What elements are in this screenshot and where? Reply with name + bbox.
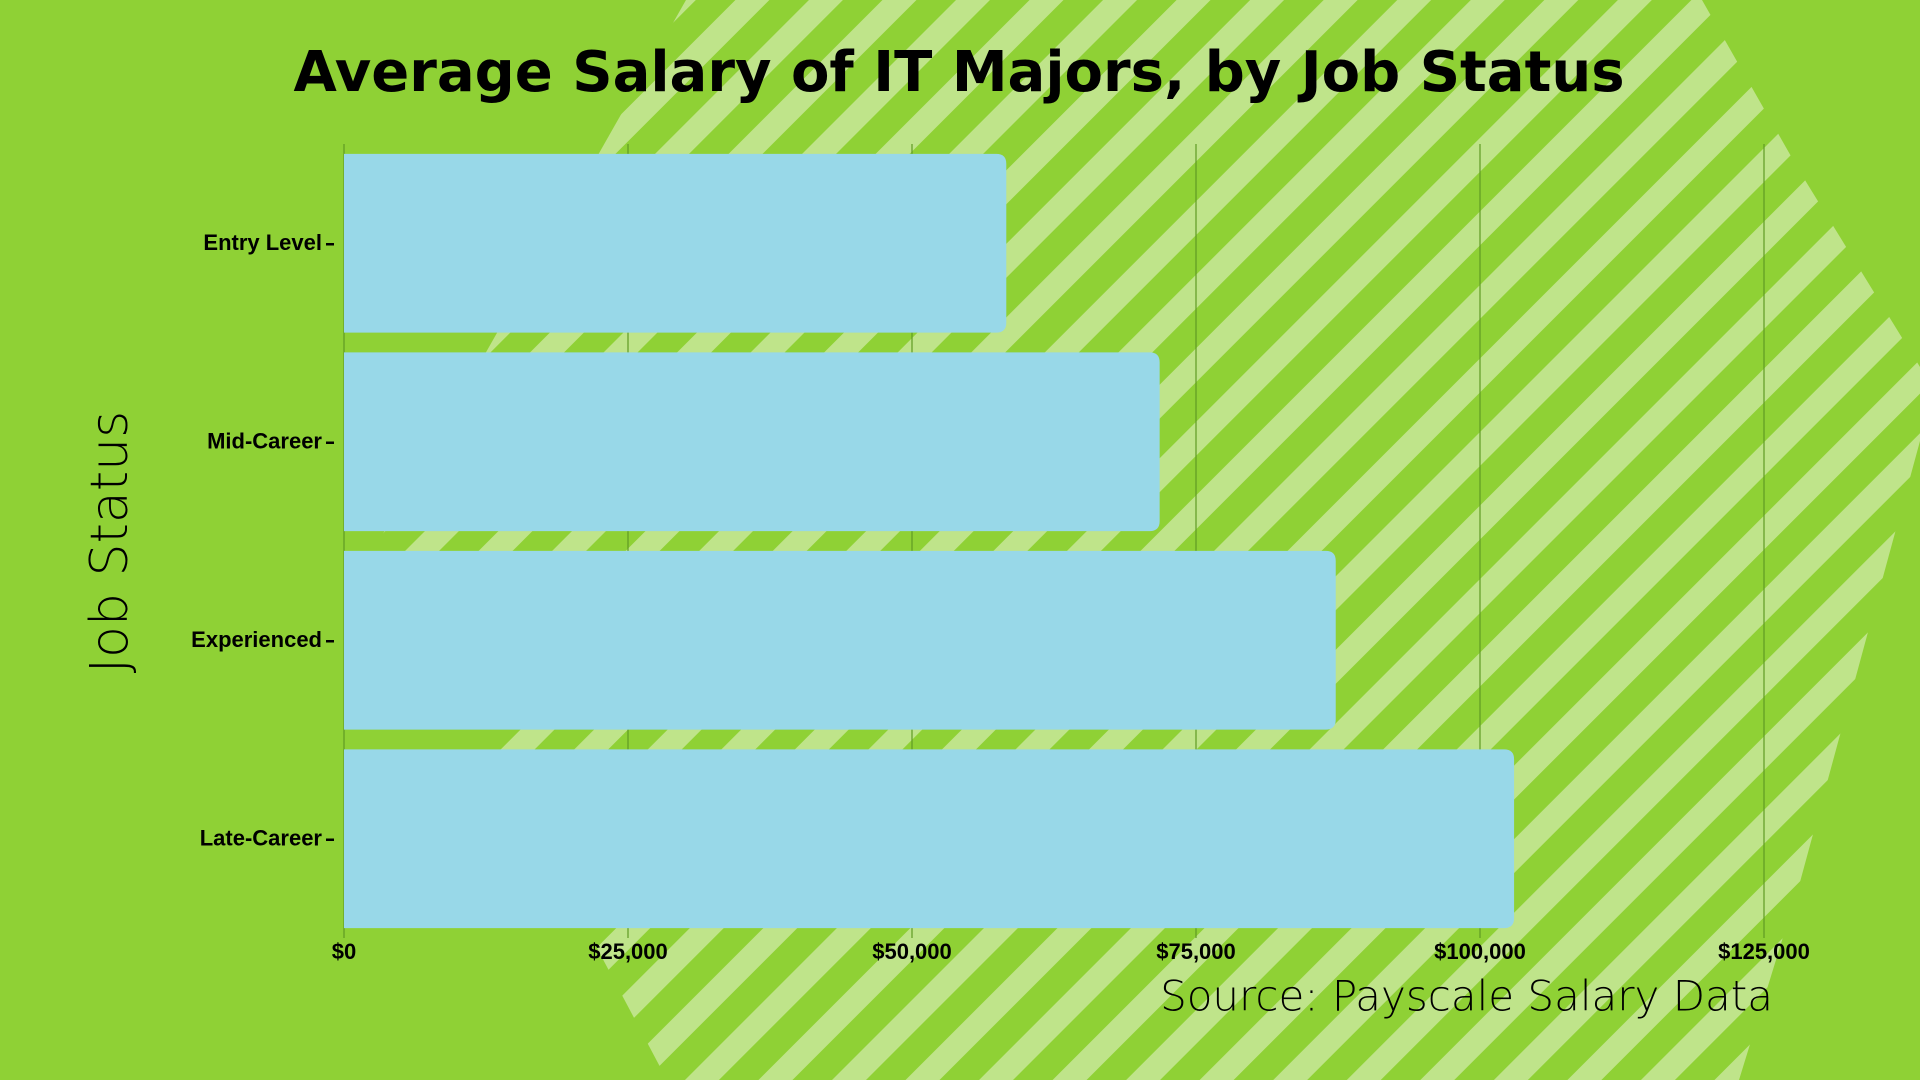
bar — [344, 550, 1336, 730]
y-tick-label: Mid-Career — [207, 429, 322, 454]
x-tick-label: $0 — [332, 939, 356, 964]
chart-title: Average Salary of IT Majors, by Job Stat… — [293, 40, 1624, 105]
source-note: Source: Payscale Salary Data — [1160, 972, 1773, 1021]
bar — [344, 749, 1515, 929]
x-tick-label: $125,000 — [1718, 939, 1810, 964]
x-tick-label: $25,000 — [588, 939, 668, 964]
x-tick-label: $50,000 — [872, 939, 952, 964]
bar — [344, 153, 1007, 333]
y-tick-label: Experienced — [191, 627, 322, 652]
y-axis-label: Job Status — [80, 411, 140, 673]
y-tick-label: Entry Level — [203, 230, 322, 255]
y-tick-label: Late-Career — [200, 826, 323, 851]
bar — [344, 352, 1160, 532]
x-tick-label: $100,000 — [1434, 939, 1526, 964]
x-tick-label: $75,000 — [1156, 939, 1236, 964]
